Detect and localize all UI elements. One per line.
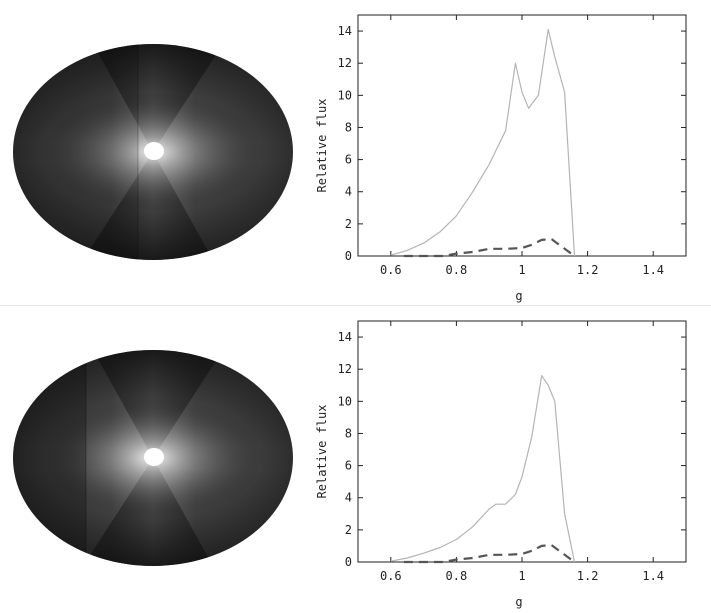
series-line-solid (390, 374, 576, 563)
star-disk (144, 142, 164, 160)
star-disk (144, 448, 164, 466)
y-tick-label: 14 (338, 24, 352, 38)
y-tick-label: 6 (345, 459, 352, 473)
y-tick-label: 14 (338, 330, 352, 344)
x-tick-label: 0.8 (446, 263, 468, 277)
y-tick-label: 8 (345, 120, 352, 134)
x-tick-label: 1.4 (642, 569, 664, 583)
series-line-dashed (403, 544, 576, 564)
y-tick-label: 4 (345, 185, 352, 199)
x-tick-label: 1.2 (577, 263, 599, 277)
x-tick-label: 0.6 (380, 569, 402, 583)
disk-image-bottom (13, 350, 293, 566)
y-tick-label: 10 (338, 394, 352, 408)
y-tick-label: 0 (345, 249, 352, 263)
y-tick-label: 10 (338, 88, 352, 102)
y-tick-label: 2 (345, 523, 352, 537)
panel-divider (0, 305, 711, 306)
x-axis-title: g (515, 289, 522, 303)
x-axis-title: g (515, 595, 522, 609)
plot-frame (357, 14, 687, 257)
x-tick-label: 1.4 (642, 263, 664, 277)
y-tick-label: 6 (345, 153, 352, 167)
series-line-solid (390, 28, 576, 257)
y-tick-label: 0 (345, 555, 352, 569)
flux-chart-top: 0 2 4 6 8 10 12 14 0.6 0.8 1 1.2 1.4 g Relative flux (315, 14, 687, 303)
panel-bottom: 0 2 4 6 8 10 12 14 0.6 0.8 1 1.2 1.4 g Relative flux (0, 306, 711, 612)
disk-image-top (13, 44, 293, 260)
x-tick-label: 1.2 (577, 569, 599, 583)
y-tick-label: 8 (345, 426, 352, 440)
y-axis-title: Relative flux (315, 99, 329, 193)
x-tick-label: 1 (518, 569, 525, 583)
y-tick-label: 2 (345, 217, 352, 231)
y-tick-label: 4 (345, 491, 352, 505)
plot-frame (357, 320, 687, 563)
x-tick-label: 1 (518, 263, 525, 277)
y-tick-label: 12 (338, 56, 352, 70)
x-tick-label: 0.8 (446, 569, 468, 583)
x-tick-label: 0.6 (380, 263, 402, 277)
panel-top: 0 2 4 6 8 10 12 14 0.6 0.8 1 1.2 1.4 g Relative flux (0, 0, 711, 306)
y-tick-label: 12 (338, 362, 352, 376)
disk-body (13, 350, 293, 566)
flux-chart-bottom: 0 2 4 6 8 10 12 14 0.6 0.8 1 1.2 1.4 g Relative flux (315, 320, 687, 609)
series-line-dashed (403, 238, 576, 258)
y-axis-title: Relative flux (315, 405, 329, 499)
